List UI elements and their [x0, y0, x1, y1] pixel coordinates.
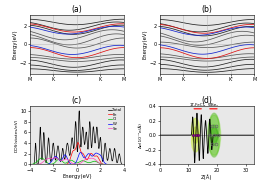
Fe [34, 163, 37, 166]
W [85, 154, 88, 156]
Fe [28, 163, 31, 166]
Total [28, 163, 31, 166]
Fe [88, 153, 91, 156]
Se [123, 163, 126, 166]
Fe [123, 163, 126, 166]
Ellipse shape [192, 127, 199, 143]
Cl [100, 163, 103, 165]
Y-axis label: DOS(states/eV): DOS(states/eV) [15, 119, 19, 152]
Text: (b): (b) [201, 5, 212, 14]
Total [109, 153, 112, 156]
Ellipse shape [209, 128, 219, 157]
Text: WSe₂: WSe₂ [208, 103, 219, 107]
Total [123, 163, 126, 166]
W [109, 163, 112, 166]
Cl [34, 162, 37, 164]
Total [88, 121, 91, 123]
Fe [83, 155, 86, 157]
Cl [109, 163, 112, 166]
Se [83, 159, 86, 161]
Cl [123, 163, 126, 166]
Se [34, 163, 37, 166]
Total [100, 147, 103, 149]
Line: Se: Se [30, 158, 124, 164]
Cl [83, 160, 86, 162]
Y-axis label: Δσ(10⁻²e/Å): Δσ(10⁻²e/Å) [139, 122, 143, 148]
Fe [85, 159, 88, 161]
Ellipse shape [208, 115, 221, 155]
Line: Total: Total [30, 111, 124, 164]
Line: W: W [30, 153, 124, 164]
Se [28, 163, 31, 166]
X-axis label: Z(Å): Z(Å) [201, 174, 213, 180]
Text: (a): (a) [71, 5, 82, 14]
Ellipse shape [191, 130, 199, 152]
Ellipse shape [191, 118, 199, 140]
W [123, 163, 126, 166]
Y-axis label: Energy(eV): Energy(eV) [13, 30, 18, 59]
Cl [40, 157, 43, 159]
Total [78, 110, 81, 112]
W [83, 157, 86, 159]
Cl [85, 161, 88, 163]
Cl [88, 161, 91, 164]
Fe [76, 141, 79, 144]
Ellipse shape [209, 113, 219, 143]
W [79, 151, 82, 154]
Text: 1T-FeCl₂: 1T-FeCl₂ [189, 103, 206, 107]
Fe [109, 163, 112, 166]
Fe [100, 162, 103, 164]
Y-axis label: Energy(eV): Energy(eV) [143, 30, 148, 59]
W [88, 153, 91, 155]
X-axis label: Energy(eV): Energy(eV) [62, 174, 92, 179]
W [100, 155, 103, 158]
Line: Fe: Fe [30, 143, 124, 164]
Legend: Total, Fe, Cl, W, Se: Total, Fe, Cl, W, Se [107, 108, 122, 131]
W [28, 163, 31, 166]
Se [109, 163, 112, 166]
Cl [28, 163, 31, 166]
Se [53, 156, 57, 159]
Se [85, 157, 88, 160]
Total [83, 143, 86, 146]
Se [100, 163, 103, 165]
Total [34, 142, 37, 145]
Ellipse shape [211, 125, 218, 145]
Text: (c): (c) [72, 96, 82, 105]
Se [88, 157, 91, 160]
Line: Cl: Cl [30, 158, 124, 164]
Total [85, 138, 88, 141]
Text: (d): (d) [201, 96, 212, 105]
W [34, 163, 37, 166]
